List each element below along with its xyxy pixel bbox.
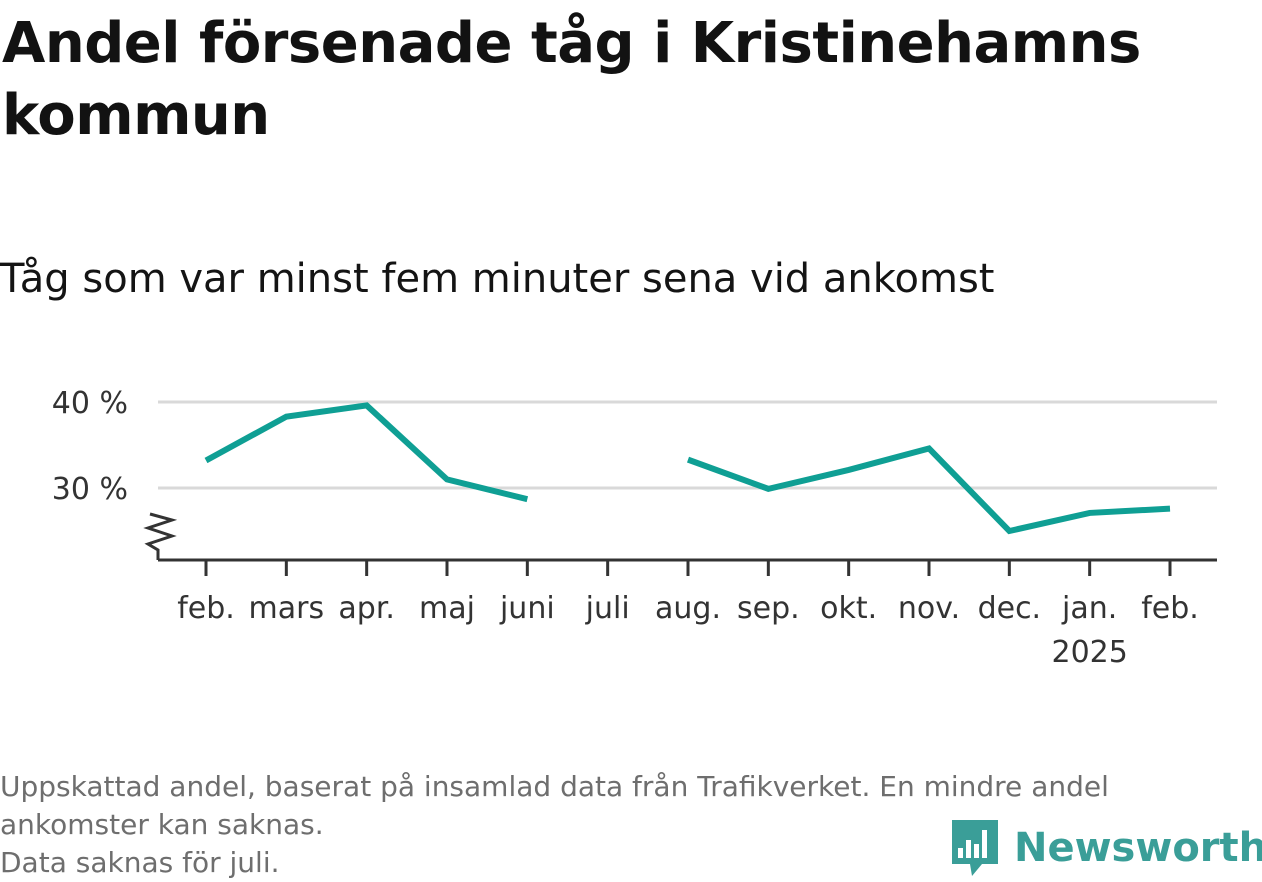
x-tick-label: mars [249, 591, 325, 626]
x-tick-label: juni [499, 591, 555, 626]
series-line-segment [686, 445, 1171, 535]
y-axis-ticks: 30 % 40 % [52, 386, 128, 507]
y-tick-label: 40 % [52, 386, 128, 421]
footer-line: ankomster kan saknas. [0, 808, 324, 841]
line-chart: 30 % 40 % feb. mars apr. maj juni juli aug. sep.… [52, 386, 1217, 670]
x-tick-label: feb. [177, 591, 235, 626]
axis-break-icon [143, 512, 178, 560]
series-line-segment [204, 402, 529, 503]
chart-subtitle: Tåg som var minst fem minuter sena vid a… [0, 256, 995, 302]
x-tick-label: nov. [898, 591, 960, 626]
x-tick-label: maj [419, 591, 475, 626]
footer-line: Uppskattad andel, baserat på insamlad da… [0, 770, 1109, 803]
x-tick-label: jan. [1061, 591, 1117, 626]
chart-title: Andel försenade tåg i Kristinehamns komm… [2, 11, 1141, 148]
bar-chart-speech-bubble-icon [952, 820, 998, 876]
x-tick-label: okt. [820, 591, 877, 626]
x-tick-label: juli [585, 591, 630, 626]
x-tick-label: apr. [338, 591, 395, 626]
y-tick-label: 30 % [52, 472, 128, 507]
brand-name: Newsworthy [1014, 825, 1262, 871]
x-tick-label: dec. [978, 591, 1042, 626]
series-lines [204, 402, 1171, 535]
x-tick-label: aug. [655, 591, 721, 626]
brand-logo: Newsworthy [950, 818, 1262, 878]
x-axis-ticks: feb. mars apr. maj juni juli aug. sep. okt. nov. d… [177, 560, 1199, 670]
x-tick-label: feb. [1141, 591, 1199, 626]
x-tick-label: sep. [737, 591, 800, 626]
footer-line: Data saknas för juli. [0, 846, 280, 879]
grid-lines [158, 400, 1217, 490]
footer-note: Uppskattad andel, baserat på insamlad da… [0, 768, 1250, 882]
x-tick-year-label: 2025 [1051, 635, 1127, 670]
